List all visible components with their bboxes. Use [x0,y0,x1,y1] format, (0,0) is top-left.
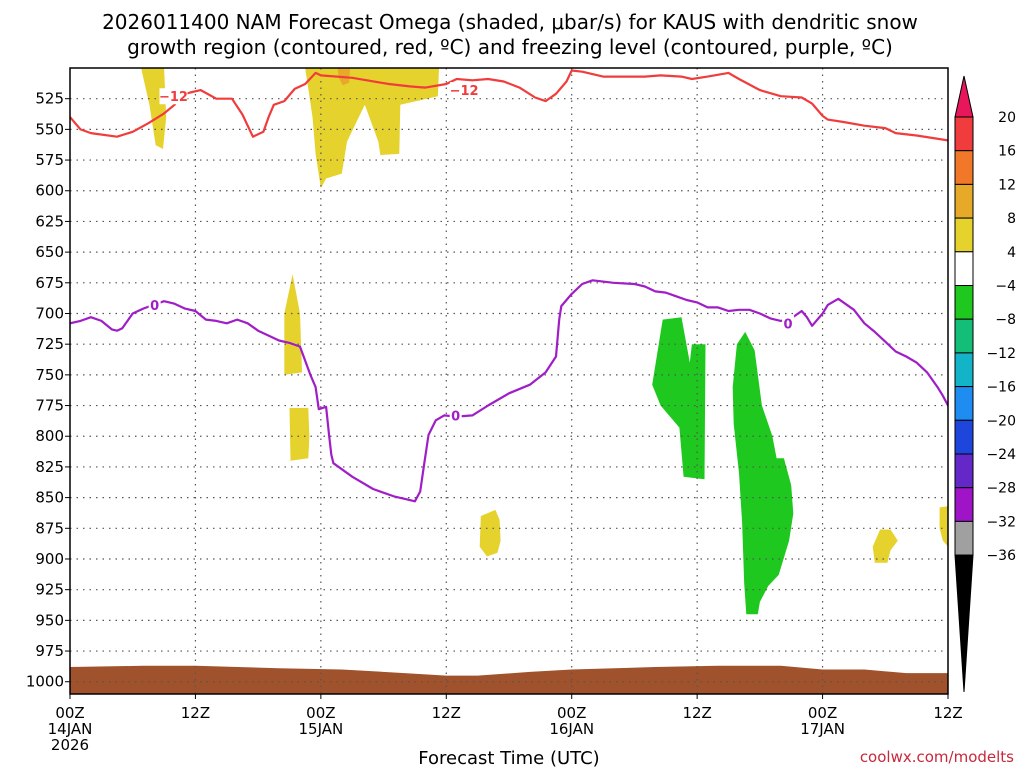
y-tick-label-875: 875 [35,519,64,537]
dgz-line [70,69,948,142]
omega-region-6 [872,529,898,563]
y-tick-label-1000: 1000 [26,673,64,691]
y-tick-label-750: 750 [35,366,64,384]
colorbar-label-8: −16 [986,380,1016,396]
y-tick-label-775: 775 [35,397,64,415]
colorbar-box-8 [954,386,974,421]
colorbar-box-7 [954,352,974,388]
colorbar-box-10 [954,453,974,489]
x-tick-label-0-3: 2026 [51,736,89,754]
y-tick-label-950: 950 [35,611,64,629]
plot-area [70,68,948,694]
freezing-level-line-label-bg-1 [449,407,462,424]
colorbar-label-12: −32 [986,514,1016,530]
y-axis: 525 550 575 600 625 650 675 700 725 750 775 800 825 8… [26,90,70,691]
omega-region-9 [732,331,794,615]
colorbar-label-13: −36 [986,548,1016,564]
terrain-layer [70,665,948,694]
colorbar-box-11 [954,487,974,522]
terrain-surface [70,665,948,694]
x-tick-label-24-2: 15JAN [298,720,343,738]
x-tick-label-72-2: 17JAN [800,720,845,738]
y-tick-label-575: 575 [35,151,64,169]
colorbar-bottom-arrow [954,554,974,693]
omega-region-5 [479,509,501,557]
freezing-level-line-label-bg-0 [148,296,161,313]
y-tick-label-675: 675 [35,274,64,292]
x-tick-label-48-2: 16JAN [549,720,594,738]
freezing-level-line-label-2: 0 [784,317,793,332]
colorbar-box-1 [954,150,974,185]
freezing-level-line [70,279,948,503]
x-tick-label-60-1: 12Z [682,704,711,722]
y-tick-label-900: 900 [35,550,64,568]
freezing-level-line-label-bg-2 [782,315,795,332]
x-tick-label-48-1: 00Z [557,704,586,722]
colorbar-label-0: 20 [998,110,1016,126]
colorbar-box-0 [954,116,974,152]
y-tick-label-925: 925 [35,581,64,599]
x-tick-label-0-1: 00Z [55,704,84,722]
colorbar-box-4 [954,251,974,287]
y-tick-label-825: 825 [35,458,64,476]
credit-text: coolwx.com/modelts [860,748,1014,766]
contour-lines: −12 −12 0 0 0 [70,69,948,503]
omega-shading [141,68,948,615]
y-tick-label-800: 800 [35,427,64,445]
colorbar-label-7: −12 [986,346,1016,362]
y-tick-label-725: 725 [35,335,64,353]
colorbar-box-2 [954,183,974,219]
dgz-line-label-bg-1 [450,82,479,99]
x-tick-label-84-1: 12Z [933,704,962,722]
grid [70,68,948,694]
dgz-line-label-1: −12 [450,84,479,99]
colorbar-label-5: −4 [995,279,1016,295]
x-tick-label-12-1: 12Z [181,704,210,722]
colorbar-label-10: −24 [986,447,1016,463]
dgz-line-label-0: −12 [159,90,188,105]
x-tick-label-72-1: 00Z [808,704,837,722]
x-tick-label-24-1: 00Z [306,704,335,722]
colorbar-box-6 [954,318,974,354]
colorbar-box-3 [954,217,974,253]
colorbar-box-9 [954,419,974,455]
omega-region-8 [652,317,706,480]
colorbar-top-arrow [954,75,974,118]
chart-title-line1: 2026011400 NAM Forecast Omega (shaded, μ… [102,10,918,34]
x-axis-label: Forecast Time (UTC) [418,748,599,768]
y-tick-label-850: 850 [35,489,64,507]
plot-frame [69,67,949,695]
y-tick-label-600: 600 [35,182,64,200]
colorbar-label-1: 16 [998,144,1016,160]
freezing-level-line-label-1: 0 [451,409,460,424]
omega-region-4 [289,408,310,461]
colorbar-label-11: −28 [986,481,1016,497]
colorbar-box-12 [954,520,974,556]
colorbar-label-6: −8 [995,312,1016,328]
colorbar-box-5 [954,285,974,320]
colorbar-label-2: 12 [998,177,1016,193]
omega-region-3 [284,274,302,375]
colorbar-label-3: 8 [1007,211,1016,227]
y-tick-label-625: 625 [35,212,64,230]
colorbar-label-9: −20 [986,413,1016,429]
omega-region-7 [939,506,948,547]
colorbar: 20 16 12 8 4 −4 −8 −12 −16 −20 −24 −28 −32 −36 [954,75,1016,693]
y-tick-label-550: 550 [35,120,64,138]
y-tick-label-700: 700 [35,304,64,322]
x-tick-label-0-2: 14JAN [48,720,93,738]
y-tick-label-975: 975 [35,642,64,660]
omega-region-1 [305,68,439,189]
colorbar-label-4: 4 [1007,245,1016,261]
y-tick-label-525: 525 [35,90,64,108]
freezing-level-line-label-0: 0 [150,299,159,314]
dgz-line-label-bg-0 [159,88,188,105]
y-tick-label-650: 650 [35,243,64,261]
chart-title-line2: growth region (contoured, red, ºC) and f… [127,35,893,59]
x-tick-label-36-1: 12Z [432,704,461,722]
